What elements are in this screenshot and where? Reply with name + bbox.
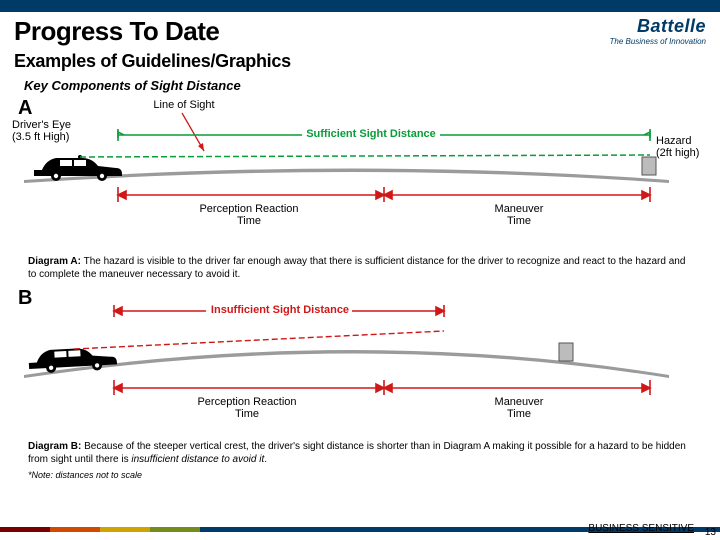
brand-tagline: The Business of Innovation: [609, 37, 706, 46]
brand-block: Battelle The Business of Innovation: [609, 16, 706, 46]
caption-a-text: The hazard is visible to the driver far …: [28, 256, 685, 280]
caption-a: Diagram A: The hazard is visible to the …: [28, 256, 692, 281]
diagram-b-svg: [14, 287, 704, 437]
line-of-sight-a: [80, 155, 650, 157]
top-accent-bar: [0, 0, 720, 12]
insufficient-label: Insufficient Sight Distance: [208, 304, 352, 316]
brand-name: Battelle: [609, 16, 706, 37]
hazard-box-b: [559, 343, 573, 361]
business-sensitive-label: BUSINESS SENSITIVE: [588, 523, 694, 534]
maneuver-label-a: Maneuver Time: [464, 203, 574, 227]
page-subtitle: Examples of Guidelines/Graphics: [14, 51, 706, 72]
diagram-a-letter: A: [18, 97, 32, 120]
maneuver-label-b: Maneuver Time: [464, 396, 574, 420]
line-of-sight-b: [74, 331, 444, 349]
slide-footer: BUSINESS SENSITIVE 13: [0, 520, 720, 540]
diagram-b: B: [14, 287, 704, 437]
driver-eye-label: Driver's Eye (3.5 ft High): [12, 119, 82, 143]
time-bracket-a: [118, 187, 650, 202]
line-of-sight-label: Line of Sight: [144, 99, 224, 111]
page-number: 13: [705, 527, 716, 538]
caption-b: Diagram B: Because of the steeper vertic…: [28, 441, 692, 466]
diagram-a: A: [14, 97, 704, 252]
sufficient-label: Sufficient Sight Distance: [304, 128, 438, 140]
page-title: Progress To Date: [14, 16, 219, 47]
diagram-a-svg: [14, 97, 704, 252]
diagram-b-letter: B: [18, 287, 32, 310]
caption-b-text: Because of the steeper vertical crest, t…: [28, 441, 686, 465]
section-title: Key Components of Sight Distance: [24, 78, 696, 93]
perception-label-b: Perception Reaction Time: [182, 396, 312, 420]
slide-header: Progress To Date Battelle The Business o…: [0, 12, 720, 49]
hazard-label: Hazard (2ft high): [656, 135, 706, 159]
hazard-box-a: [642, 157, 656, 175]
diagram-content: A: [14, 97, 706, 480]
time-bracket-b: [114, 380, 650, 395]
scale-note: *Note: distances not to scale: [28, 470, 692, 480]
perception-label-a: Perception Reaction Time: [184, 203, 314, 227]
